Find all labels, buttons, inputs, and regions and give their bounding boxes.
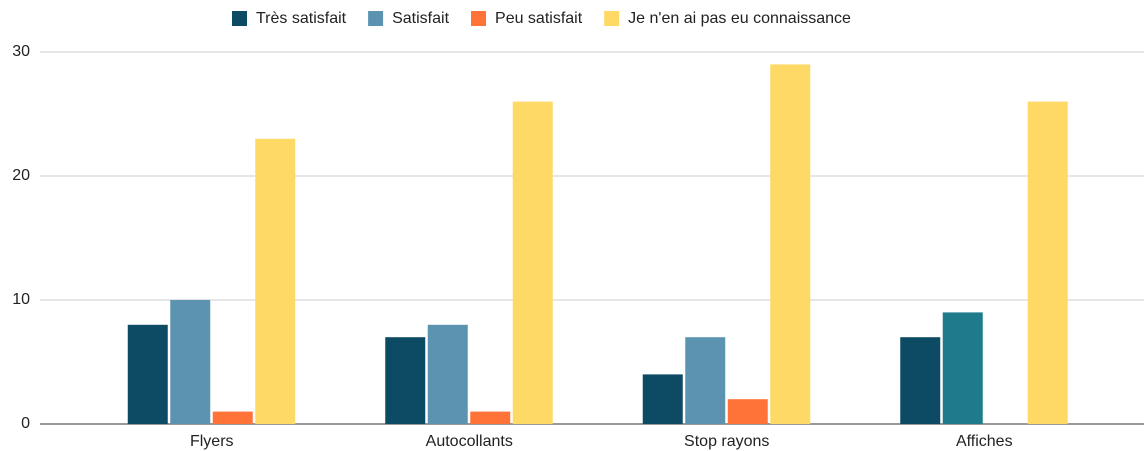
bar: [255, 138, 296, 425]
y-tick-label: 30: [12, 43, 30, 60]
x-tick-label: Affiches: [956, 433, 1013, 450]
bar: [170, 300, 211, 424]
legend-label: Satisfait: [392, 10, 449, 27]
legend-label: Très satisfait: [256, 10, 347, 27]
bar: [1027, 101, 1068, 424]
bar: [942, 312, 983, 424]
bar: [470, 411, 511, 424]
legend-swatch: [604, 11, 620, 26]
x-tick-label: Autocollants: [426, 433, 513, 450]
bar: [127, 324, 168, 424]
y-tick-label: 0: [21, 415, 30, 432]
legend-swatch: [368, 11, 384, 26]
x-tick-label: Stop rayons: [684, 433, 769, 450]
legend-swatch: [232, 11, 247, 26]
bar: [900, 337, 941, 424]
bar: [385, 337, 426, 424]
legend-label: Peu satisfait: [495, 10, 583, 27]
bar: [427, 324, 468, 424]
y-tick-label: 20: [12, 167, 30, 184]
bar: [685, 337, 726, 424]
y-tick-label: 10: [12, 291, 30, 308]
x-tick-label: Flyers: [190, 433, 234, 450]
bar: [770, 64, 811, 425]
legend-label: Je n'en ai pas eu connaissance: [628, 10, 851, 27]
bar: [512, 101, 553, 424]
bar: [642, 374, 683, 424]
bar: [727, 399, 768, 424]
bar: [212, 411, 253, 424]
legend-swatch: [471, 11, 487, 26]
